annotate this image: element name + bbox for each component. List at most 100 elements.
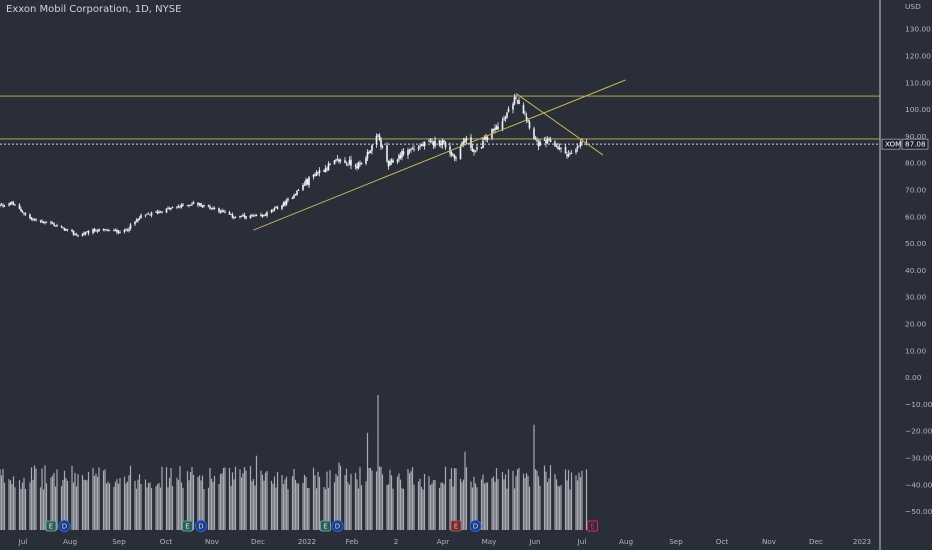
candle-body — [117, 231, 120, 233]
time-axis-tick: Sep — [112, 537, 126, 546]
price-axis[interactable]: USD 130.00 120.00 110.00 100.00 90.00 80.00 70.… — [905, 2, 932, 516]
price-axis-tick: 60.00 — [905, 212, 926, 221]
candle-body — [410, 149, 412, 151]
earnings-marker[interactable] — [182, 520, 193, 532]
volume-bar — [245, 470, 247, 530]
price-axis-tick: 90.00 — [905, 132, 926, 141]
volume-bar — [513, 488, 516, 530]
price-axis-tick: −10.00 — [905, 400, 932, 409]
volume-bar — [438, 487, 441, 530]
candle-body — [546, 139, 549, 143]
candle-body — [83, 233, 85, 235]
candle-body — [506, 112, 508, 118]
volume-bar — [0, 475, 3, 530]
volume-bar — [554, 474, 556, 530]
candle-body — [263, 215, 265, 217]
candle-body — [537, 142, 540, 147]
candle-body — [182, 204, 184, 206]
volume-bar — [471, 487, 474, 530]
time-axis[interactable]: Jul Aug Sep Oct Nov Dec 2022 Feb 2 Apr May Jun Jul Au… — [18, 537, 871, 546]
price-axis-tick: −30.00 — [905, 454, 932, 463]
volume-bar — [75, 486, 78, 530]
volume-bar — [96, 476, 99, 530]
price-axis-tick: 130.00 — [905, 25, 931, 34]
volume-bar — [285, 476, 288, 530]
candle-body — [473, 150, 475, 152]
candle-body — [387, 160, 390, 167]
volume-bar — [335, 473, 337, 530]
volume-bar — [255, 455, 258, 530]
volume-bar — [201, 475, 204, 530]
candle-body — [8, 204, 10, 206]
candle-body — [377, 134, 379, 136]
candle-body — [233, 217, 235, 219]
dividend-marker[interactable] — [331, 520, 344, 532]
trendline — [515, 93, 604, 156]
candle-body — [96, 230, 99, 232]
candle-body — [497, 126, 499, 130]
volume-bar — [450, 468, 453, 530]
volume-bar — [249, 466, 252, 530]
candle-body — [12, 202, 15, 205]
volume-bar — [455, 468, 457, 530]
candle-body — [119, 232, 121, 234]
candle-body — [365, 158, 367, 164]
volume-bar — [482, 474, 484, 530]
candle-body — [105, 229, 108, 231]
volume-bar — [107, 481, 109, 530]
earnings-marker[interactable] — [587, 520, 598, 532]
volume-bar — [441, 482, 444, 530]
volume-bar — [392, 488, 394, 530]
candle-body — [21, 211, 24, 213]
volume-bar — [93, 475, 96, 530]
candle-body — [260, 214, 262, 217]
candle-body — [201, 205, 204, 208]
earnings-marker[interactable] — [450, 520, 462, 532]
candle-body — [104, 229, 106, 230]
volume-bar — [389, 469, 391, 530]
volume-bar — [308, 488, 310, 530]
volume-bar — [270, 480, 273, 530]
volume-bar — [357, 488, 360, 530]
volume-bar — [297, 483, 300, 530]
dividend-marker[interactable] — [469, 520, 482, 532]
dividend-marker[interactable] — [58, 520, 71, 532]
price-axis-tick: 0.00 — [905, 373, 922, 382]
trendlines[interactable] — [253, 79, 626, 231]
volume-bar — [452, 486, 454, 530]
candle-body — [494, 128, 496, 131]
candle-body — [474, 150, 477, 152]
candle-body — [219, 211, 222, 213]
volume-bar — [369, 467, 372, 530]
volume-bar — [459, 478, 462, 530]
candle-body — [441, 140, 444, 146]
candle-body — [2, 204, 4, 206]
candle-body — [296, 190, 298, 195]
volume-bar — [92, 467, 94, 530]
volume-bar — [419, 478, 421, 530]
earnings-marker[interactable] — [320, 520, 331, 532]
candle-body — [401, 151, 403, 158]
candle-body — [222, 210, 225, 212]
candle-body — [432, 141, 435, 146]
volume-bar — [398, 473, 400, 530]
volume-bar — [203, 489, 205, 530]
earnings-marker-label: E — [185, 523, 189, 531]
volume-bar — [44, 465, 46, 530]
volume-bar — [548, 478, 550, 530]
earnings-marker-label: E — [323, 523, 327, 531]
volume-bar — [429, 485, 432, 530]
volume-bar — [354, 472, 357, 530]
earnings-marker[interactable] — [45, 520, 57, 532]
earnings-marker-label: E — [49, 523, 53, 531]
candle-body — [423, 141, 426, 147]
dividend-marker[interactable] — [195, 520, 207, 532]
candle-body — [386, 145, 388, 162]
candle-body — [504, 117, 507, 119]
candle-body — [486, 137, 489, 140]
candle-body — [51, 222, 54, 224]
volume-bar — [125, 483, 127, 530]
candle-body — [554, 141, 556, 147]
